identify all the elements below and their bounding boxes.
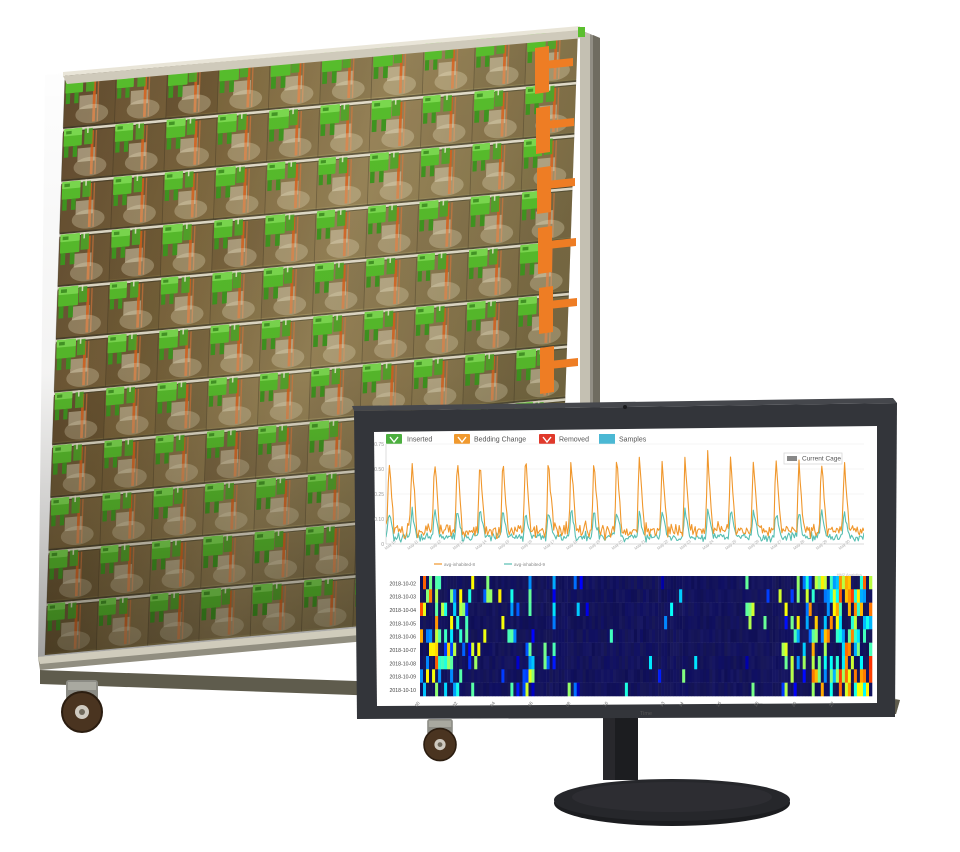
svg-text:Removed: Removed [559, 437, 589, 444]
svg-text:2018-10-04: 2018-10-04 [389, 608, 416, 614]
svg-text:Samples: Samples [619, 437, 647, 444]
svg-text:2018-10-05: 2018-10-05 [389, 621, 416, 627]
svg-text:2018-10-08: 2018-10-08 [389, 661, 416, 667]
svg-text:0.10: 0.10 [374, 517, 384, 523]
svg-text:0.25: 0.25 [374, 492, 384, 498]
svg-text:0.50: 0.50 [374, 467, 384, 473]
svg-text:2018-10-03: 2018-10-03 [389, 595, 416, 601]
svg-text:2018-10-10: 2018-10-10 [389, 688, 416, 694]
svg-text:Current Cage: Current Cage [802, 456, 841, 463]
svg-text:0.75: 0.75 [374, 442, 384, 448]
svg-text:Bedding Change: Bedding Change [474, 437, 526, 444]
svg-text:2018-10-09: 2018-10-09 [389, 675, 416, 681]
svg-text:2018-10-07: 2018-10-07 [389, 648, 416, 654]
svg-text:Time: Time [640, 711, 652, 717]
svg-text:2018-10-06: 2018-10-06 [389, 635, 416, 641]
svg-text:Inserted: Inserted [407, 437, 432, 444]
svg-text:2018-10-02: 2018-10-02 [389, 581, 416, 587]
svg-text:avg-inhabited-8: avg-inhabited-8 [444, 562, 476, 567]
svg-text:avg-inhabited-9: avg-inhabited-9 [514, 562, 546, 567]
